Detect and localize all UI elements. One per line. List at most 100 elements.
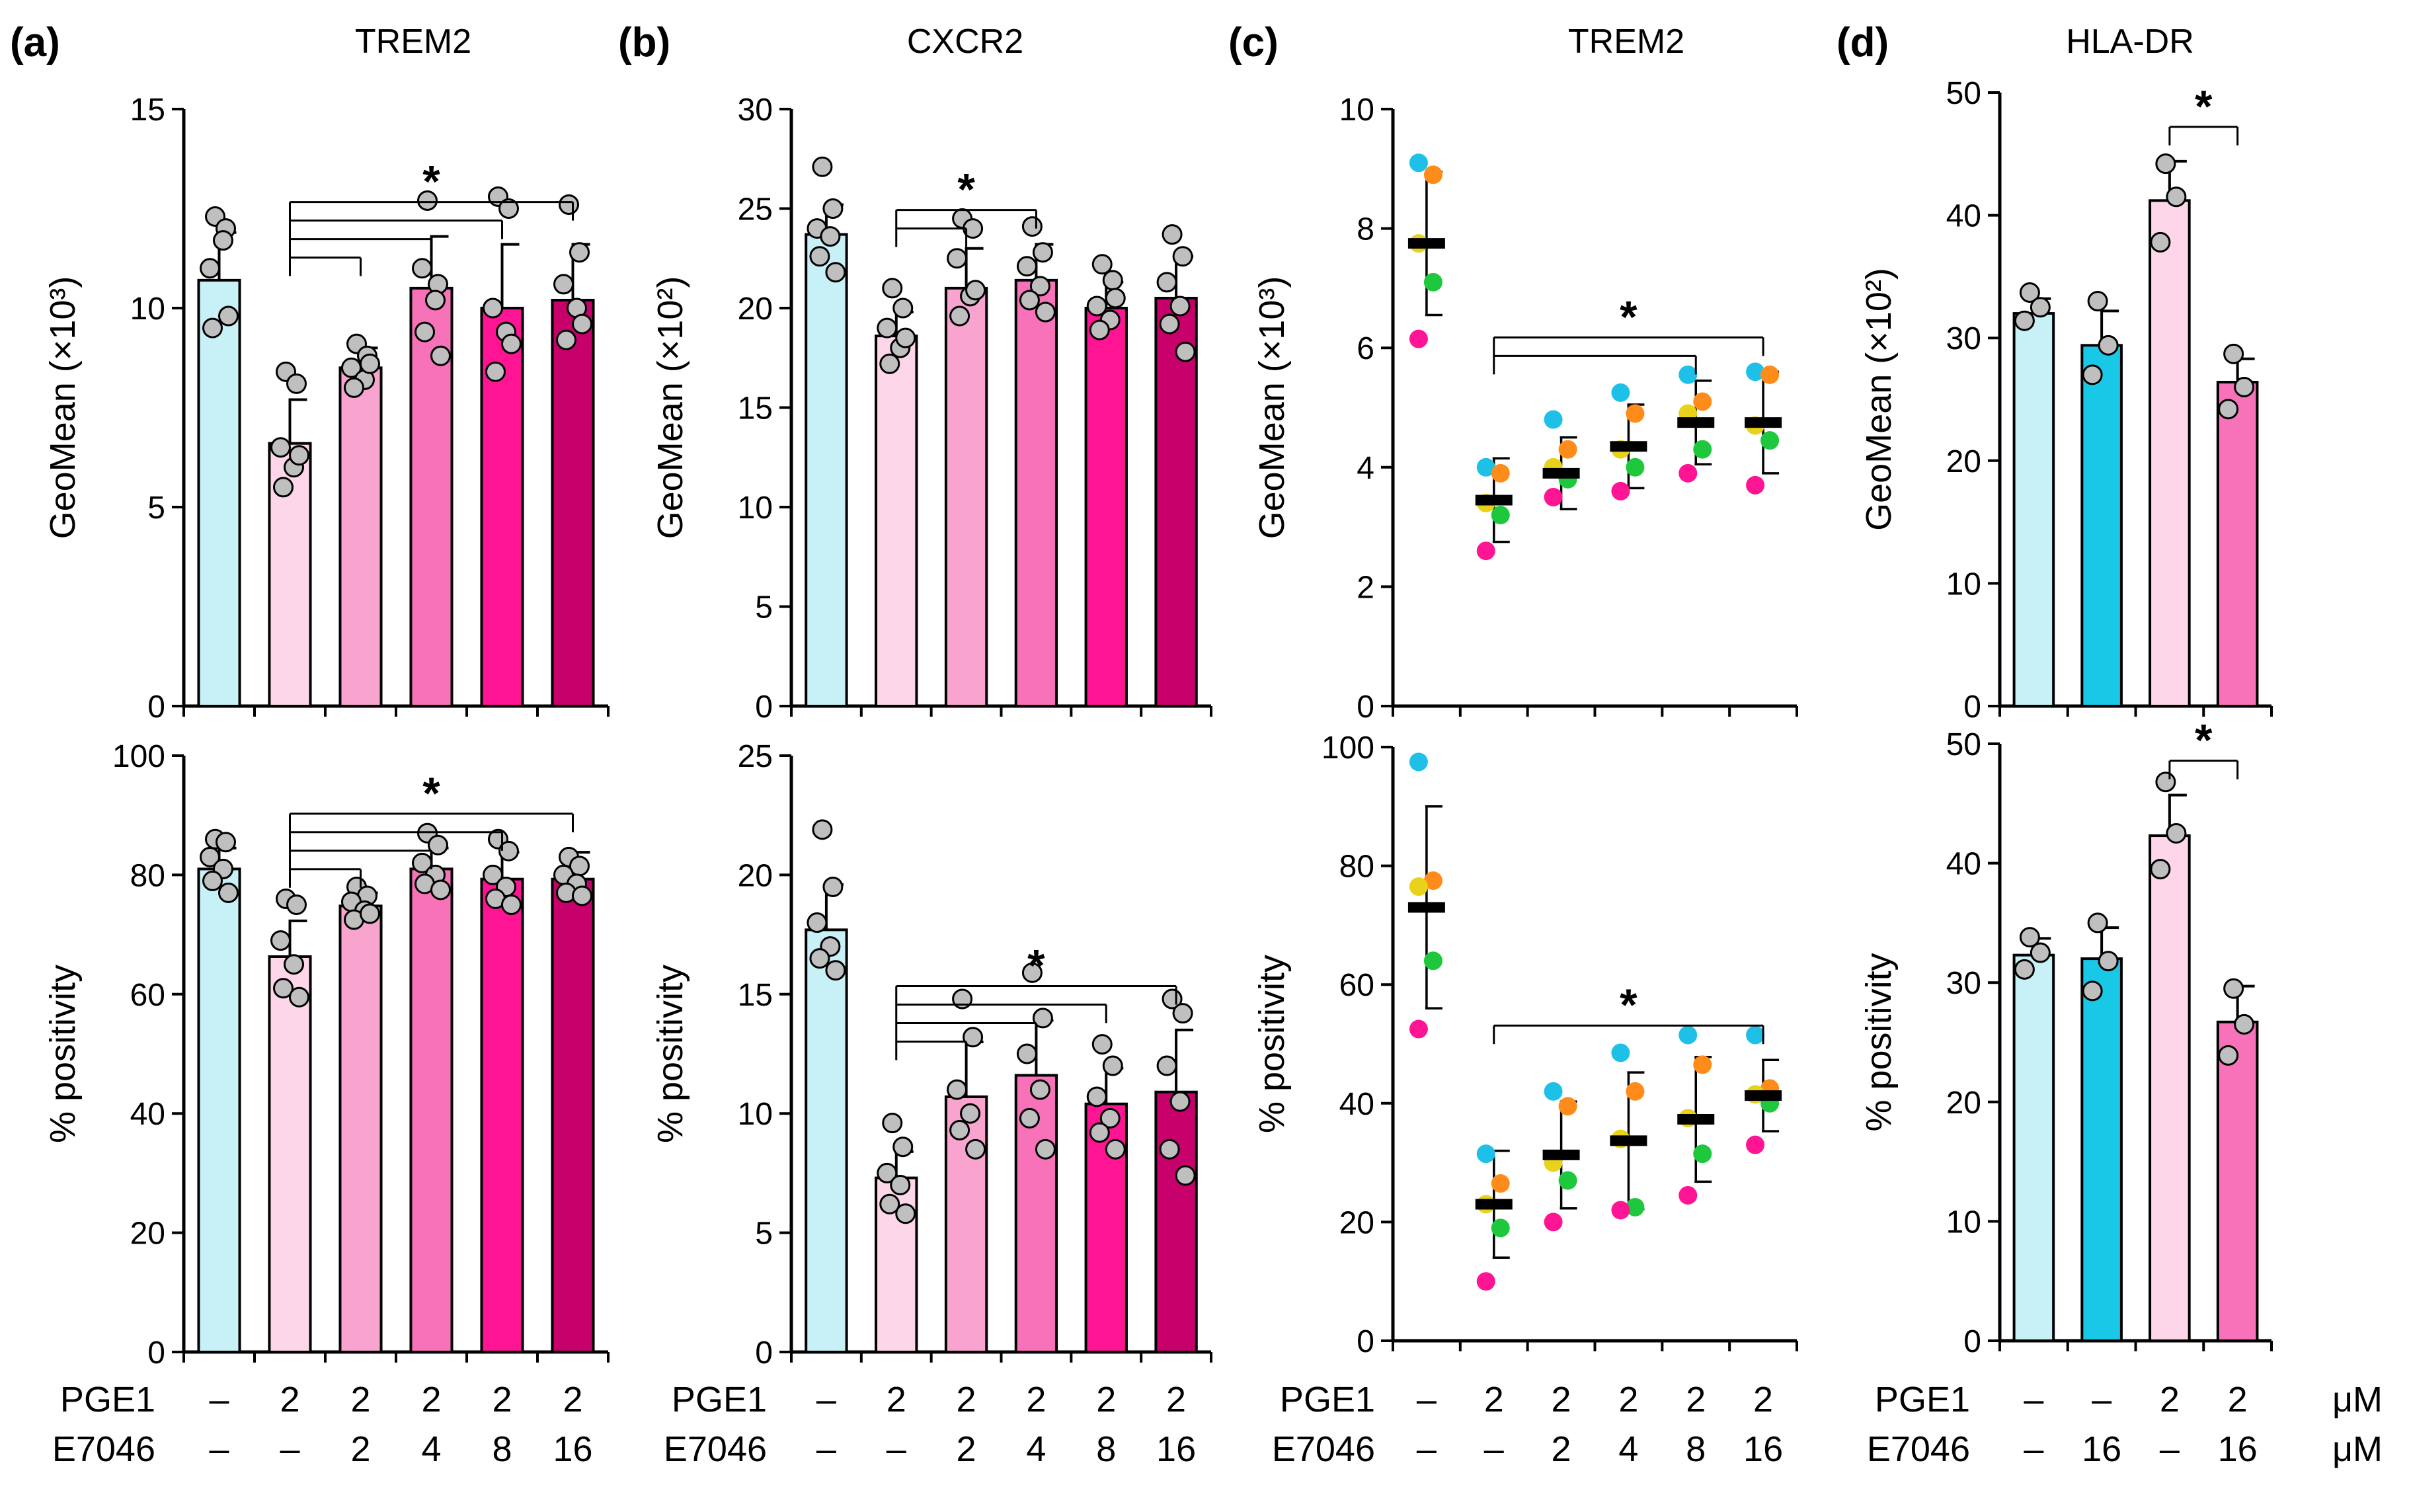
y-tick-label: 8 (1357, 212, 1374, 247)
condition-value: – (1417, 1429, 1437, 1469)
data-point (289, 986, 309, 1008)
condition-value: – (1417, 1380, 1437, 1419)
data-point (501, 895, 522, 915)
data-point (553, 274, 574, 295)
data-point (1021, 216, 1043, 237)
data-point (1409, 1019, 1428, 1039)
data-point (949, 305, 970, 327)
condition-value: 2 (2160, 1380, 2180, 1419)
data-point (284, 954, 304, 975)
data-point (1558, 1097, 1577, 1116)
y-tick-label: 0 (1357, 1324, 1374, 1359)
bar (2012, 312, 2055, 707)
data-point (822, 198, 844, 219)
condition-value: 16 (2218, 1429, 2258, 1469)
data-point (1491, 463, 1510, 483)
data-point (1626, 1082, 1645, 1101)
y-tick-label: 60 (130, 978, 165, 1013)
data-point (202, 870, 223, 891)
data-point (2155, 772, 2176, 793)
data-point (1746, 475, 1765, 495)
data-point (1760, 365, 1780, 384)
panel-label: (c) (1228, 20, 1279, 65)
data-point (2223, 978, 2244, 999)
bar (2080, 957, 2123, 1342)
data-point (286, 895, 307, 915)
bar (1014, 278, 1058, 707)
data-point (1032, 242, 1053, 263)
data-point (1162, 224, 1183, 245)
y-tick-label: 30 (1946, 966, 1981, 1001)
condition-value: – (280, 1429, 299, 1469)
y-tick-label: 100 (112, 739, 165, 774)
data-point (2218, 1045, 2239, 1066)
data-point (1099, 1107, 1121, 1129)
data-point (1102, 1055, 1123, 1076)
data-point (2098, 951, 2119, 972)
bar (1154, 296, 1198, 707)
y-tick-label: 50 (1946, 727, 1981, 762)
data-point (1086, 1086, 1107, 1107)
data-point (483, 864, 503, 885)
data-point (812, 156, 833, 177)
y-tick-label: 100 (1322, 731, 1374, 766)
y-tick-label: 60 (1339, 968, 1374, 1003)
data-point (1409, 153, 1428, 173)
y-axis-label: GeoMean (×10³) (1252, 276, 1292, 539)
condition-value: – (2160, 1429, 2180, 1469)
data-point (430, 345, 451, 366)
data-point (1105, 1138, 1126, 1160)
data-point (417, 190, 438, 211)
y-tick-label: 0 (755, 690, 773, 725)
condition-value: 2 (1552, 1380, 1571, 1419)
y-tick-label: 0 (1963, 1324, 1981, 1359)
data-point (2098, 335, 2119, 356)
condition-value: 2 (1552, 1429, 1571, 1469)
bar (197, 867, 241, 1353)
data-point (1086, 296, 1107, 317)
data-point (879, 353, 900, 374)
data-point (344, 377, 364, 398)
y-tick-label: 30 (738, 93, 773, 128)
condition-value: – (2092, 1380, 2112, 1419)
y-tick-label: 15 (130, 93, 165, 128)
data-point (2150, 859, 2171, 880)
data-point (809, 246, 830, 267)
data-point (1491, 1174, 1510, 1193)
data-point (1693, 392, 1712, 411)
condition-label-pge1: PGE1 (60, 1380, 155, 1419)
panel-title: CXCR2 (907, 22, 1023, 61)
data-point (947, 248, 968, 269)
condition-value: – (816, 1380, 836, 1419)
data-point (2150, 231, 2171, 253)
bar (551, 298, 595, 707)
significance-star: * (1620, 980, 1638, 1030)
data-point (1175, 341, 1196, 362)
data-point (807, 912, 828, 934)
condition-label-pge1: PGE1 (672, 1380, 767, 1419)
data-point (1169, 296, 1191, 317)
panel-title: TREM2 (1568, 22, 1684, 61)
bar (944, 286, 988, 707)
data-point (270, 437, 291, 458)
condition-value: 2 (1618, 1380, 1638, 1419)
significance-star: * (957, 165, 975, 215)
bar (1154, 1090, 1198, 1354)
condition-value: 2 (957, 1380, 976, 1419)
condition-label-e7046: E7046 (52, 1429, 155, 1469)
condition-value: 2 (1096, 1380, 1116, 1419)
data-point (1091, 1034, 1113, 1055)
y-tick-label: 0 (1357, 690, 1374, 725)
data-point (1016, 256, 1037, 277)
panel-title: HLA-DR (2066, 22, 2194, 61)
condition-value: 2 (350, 1380, 370, 1419)
data-point (1159, 313, 1180, 335)
data-point (2030, 942, 2051, 963)
data-point (1172, 246, 1193, 267)
data-point (1169, 1091, 1191, 1112)
data-point (809, 948, 830, 969)
data-point (963, 1027, 984, 1048)
data-point (483, 298, 503, 319)
data-point (1544, 410, 1563, 429)
